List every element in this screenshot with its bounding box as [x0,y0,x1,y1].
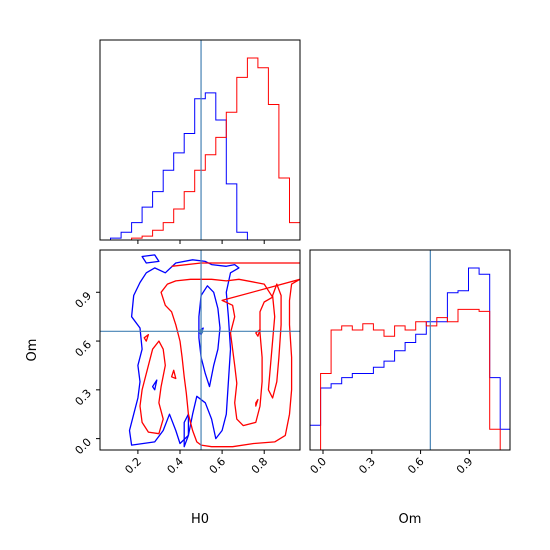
contour-series-2-line [139,340,166,435]
hist-h0-series-2-line [100,57,300,241]
x-axis-label-om: Om [399,512,422,527]
contour-y-tick-label: 0.9 [73,289,95,311]
contour-series-1-line [151,379,158,391]
contour-series-1-line [128,259,240,446]
contour-series-2-line [255,398,259,407]
contour-y-tick-label: 0.3 [73,387,95,409]
hist-h0-series-1-line [100,92,300,241]
hist-om-frame [309,249,511,451]
contour-plot-area [100,250,300,450]
x-axis-label-h0: H0 [191,512,209,527]
contour-series-2-line [143,333,150,342]
histogram-om-panel: 0.0 0.3 0.6 0.9 [308,249,511,477]
contour-h0-om-panel: 0.2 0.4 0.6 0.8 0.0 0.3 0.6 0.9 [73,249,301,477]
hist-om-x-tick-label: 0.3 [356,455,378,477]
contour-series-2-line [255,329,261,337]
contour-truth-point [199,329,204,334]
contour-series-2-line [160,278,300,448]
contour-x-tick-label: 0.4 [165,455,187,477]
hist-om-x-tick-label: 0.9 [454,455,476,477]
contour-series-2-line [267,283,282,399]
contour-x-tick-label: 0.2 [122,455,144,477]
contour-x-tick-label: 0.8 [249,455,271,477]
contour-series-1-line [141,254,160,264]
contour-series-2-line [171,262,300,267]
contour-y-tick-label: 0.6 [73,338,95,360]
y-axis-label-om: Om [25,339,40,362]
hist-om-series-1-line [310,267,510,430]
contour-series-2-line [170,369,177,380]
contour-series-1-line [183,413,190,448]
contour-series-1-line [198,285,221,388]
hist-om-x-tick-label: 0.6 [405,455,427,477]
hist-h0-frame [99,39,301,241]
histogram-h0-panel [99,39,301,244]
hist-om-series-2-line [310,308,510,451]
contour-y-tick-label: 0.0 [73,436,95,458]
contour-frame [99,249,301,451]
contour-x-tick-label: 0.6 [207,455,229,477]
hist-om-x-tick-label: 0.0 [308,455,330,477]
